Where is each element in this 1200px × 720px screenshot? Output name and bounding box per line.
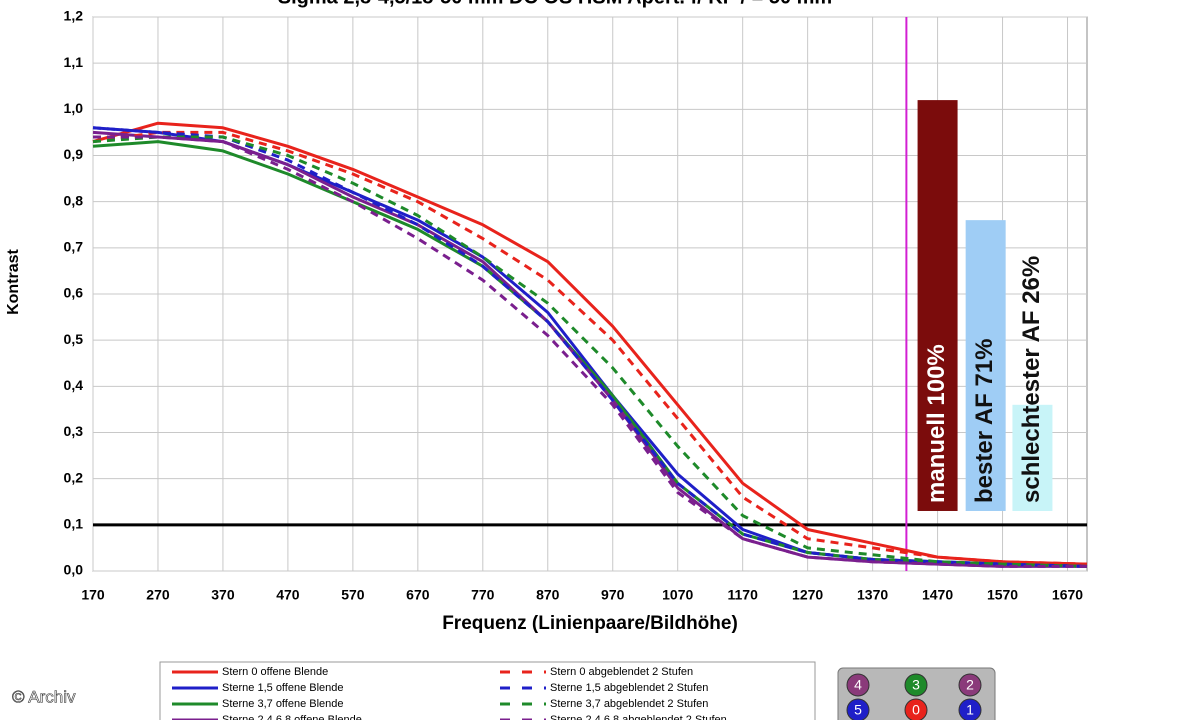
legend-box — [159, 661, 816, 720]
star-label: 1 — [966, 702, 974, 718]
af-bar — [965, 220, 1006, 511]
star-circle — [958, 698, 982, 720]
x-tick-label: 1270 — [792, 587, 823, 603]
x-tick-label: 770 — [471, 587, 495, 603]
y-tick-label: 1,2 — [64, 8, 84, 24]
x-tick-label: 1670 — [1052, 587, 1083, 603]
af-bar-label: manuell 100% — [923, 344, 950, 503]
af-bar — [1012, 404, 1053, 511]
x-tick-label: 1570 — [987, 587, 1018, 603]
x-tick-label: 170 — [81, 587, 105, 603]
y-tick-label: 0,2 — [64, 469, 84, 485]
x-tick-label: 270 — [146, 587, 170, 603]
star-label: 5 — [854, 702, 862, 718]
y-tick-label: 1,0 — [64, 100, 84, 116]
x-tick-label: 470 — [276, 587, 300, 603]
credit: © Archiv — [12, 687, 76, 706]
y-tick-label: 0,7 — [64, 239, 84, 255]
star-circle — [958, 673, 982, 697]
y-tick-label: 0,0 — [64, 562, 84, 578]
x-tick-label: 370 — [211, 587, 235, 603]
x-tick-label: 670 — [406, 587, 430, 603]
x-tick-label: 570 — [341, 587, 365, 603]
legend-label: Sterne 3,7 offene Blende — [222, 698, 344, 710]
y-tick-label: 0,6 — [64, 285, 84, 301]
star-circle — [904, 698, 928, 720]
series-line — [92, 135, 1088, 568]
y-tick-label: 0,8 — [64, 192, 84, 208]
legend-label: Stern 0 abgeblendet 2 Stufen — [550, 666, 693, 678]
y-axis-label: Kontrast — [5, 248, 22, 314]
legend-label: Stern 0 offene Blende — [222, 666, 328, 678]
star-label: 0 — [912, 702, 920, 718]
x-tick-label: 970 — [601, 587, 625, 603]
star-label: 2 — [966, 677, 974, 693]
series-line — [93, 135, 1087, 568]
y-tick-label: 1,1 — [64, 54, 84, 70]
series-line — [92, 121, 1088, 566]
y-tick-label: 0,1 — [64, 516, 84, 532]
x-tick-label: 1370 — [857, 587, 888, 603]
y-tick-label: 0,9 — [64, 146, 84, 162]
af-bar-label: schlechtester AF 26% — [1018, 256, 1045, 503]
x-tick-label: 870 — [536, 587, 560, 603]
x-tick-label: 1470 — [922, 587, 953, 603]
af-bar — [917, 100, 958, 511]
star-circle — [904, 673, 928, 697]
legend-label: Sterne 3,7 abgeblendet 2 Stufen — [550, 698, 708, 710]
x-tick-label: 1070 — [662, 587, 693, 603]
x-axis-label: Frequenz (Linienpaare/Bildhöhe) — [442, 613, 738, 634]
y-tick-label: 0,5 — [64, 331, 84, 347]
af-bar-label: bester AF 71% — [971, 338, 998, 503]
star-label: 4 — [854, 677, 862, 693]
star-circle — [846, 698, 870, 720]
series-line — [92, 130, 1088, 566]
chart-title: Sigma 2,8-4,5/18-50 mm DC OS HSM Apert. … — [278, 0, 832, 8]
star-circle — [846, 673, 870, 697]
legend-label: Sterne 1,5 offene Blende — [222, 682, 344, 694]
legend-label: Sterne 2,4,6,8 offene Blende — [222, 714, 362, 720]
y-tick-label: 0,3 — [64, 423, 84, 439]
x-tick-label: 1170 — [727, 587, 758, 603]
star-label: 3 — [912, 677, 920, 693]
legend-label: Sterne 1,5 abgeblendet 2 Stufen — [550, 682, 708, 694]
y-tick-label: 0,4 — [64, 377, 84, 393]
legend-label: Sterne 2,4,6,8 abgeblendet 2 Stufen — [550, 714, 727, 720]
